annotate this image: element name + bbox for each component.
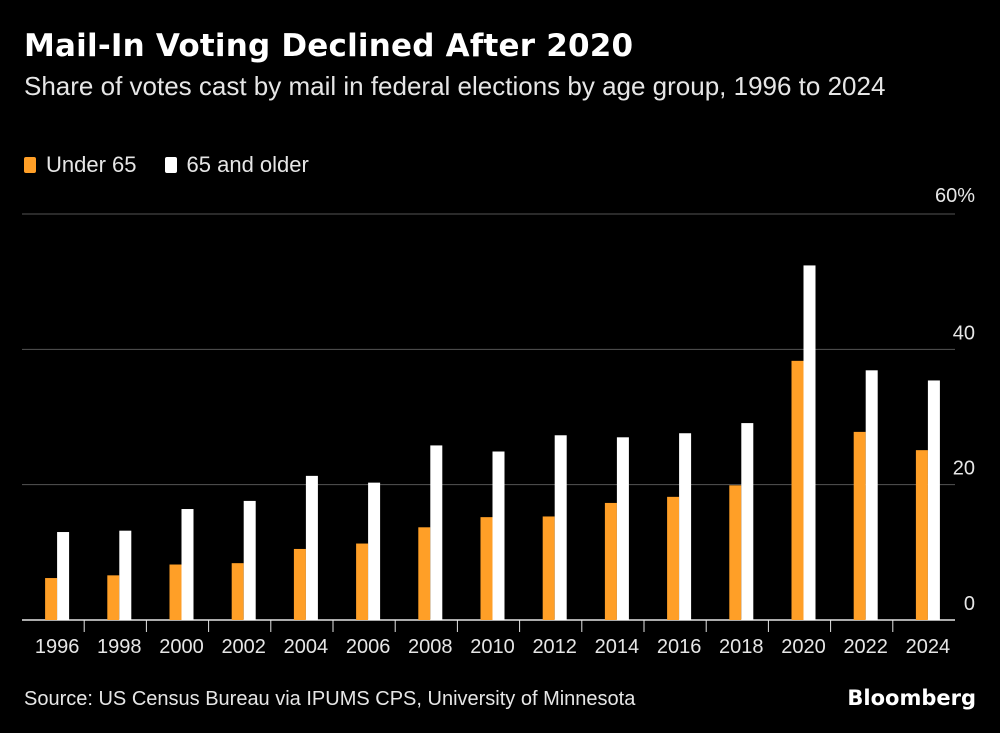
- x-tick-label-2016: 2016: [657, 636, 702, 658]
- legend-item-under-65: Under 65: [24, 152, 137, 178]
- bar-65-and-older-2004: [305, 475, 318, 620]
- bar-under-65-2022: [853, 431, 866, 620]
- bar-65-and-older-2002: [243, 500, 256, 620]
- y-tick-label-0: 0: [964, 593, 975, 615]
- x-tick-label-1998: 1998: [97, 636, 142, 658]
- bar-under-65-2008: [418, 527, 431, 620]
- x-tick-label-2010: 2010: [470, 636, 515, 658]
- bar-under-65-2024: [915, 450, 928, 620]
- x-tick-label-2006: 2006: [346, 636, 391, 658]
- bar-under-65-2002: [231, 563, 244, 620]
- bar-under-65-2020: [791, 360, 804, 620]
- bar-65-and-older-2020: [803, 265, 816, 620]
- bar-under-65-1998: [107, 575, 120, 620]
- bar-65-and-older-2024: [927, 380, 940, 620]
- bloomberg-logo: Bloomberg: [847, 686, 976, 710]
- bar-65-and-older-2014: [616, 437, 629, 620]
- bar-under-65-2010: [480, 517, 493, 620]
- legend-label-65-and-older: 65 and older: [186, 152, 309, 177]
- bar-65-and-older-1996: [57, 532, 70, 620]
- x-tick-label-2000: 2000: [159, 636, 204, 658]
- x-tick-label-2022: 2022: [843, 636, 888, 658]
- legend-item-65-and-older: 65 and older: [164, 152, 309, 178]
- x-tick-label-2008: 2008: [408, 636, 453, 658]
- x-tick-label-2004: 2004: [284, 636, 329, 658]
- bar-under-65-2000: [169, 564, 182, 620]
- bar-under-65-1996: [45, 578, 58, 620]
- y-tick-label-40: 40: [953, 322, 975, 344]
- legend-label-under-65: Under 65: [46, 152, 137, 177]
- x-tick-label-1996: 1996: [35, 636, 80, 658]
- x-tick-label-2014: 2014: [595, 636, 640, 658]
- source-note: Source: US Census Bureau via IPUMS CPS, …: [24, 688, 636, 710]
- legend-swatch-under-65: [24, 157, 36, 173]
- bar-under-65-2004: [293, 548, 306, 620]
- bar-65-and-older-2022: [865, 370, 878, 620]
- y-tick-label-60: 60%: [935, 185, 975, 207]
- bar-under-65-2012: [542, 516, 555, 620]
- bar-65-and-older-2018: [741, 423, 754, 620]
- bar-65-and-older-2016: [679, 433, 692, 620]
- x-tick-label-2024: 2024: [906, 636, 951, 658]
- chart-subtitle: Share of votes cast by mail in federal e…: [24, 71, 886, 101]
- bar-65-and-older-2000: [181, 509, 194, 620]
- bar-65-and-older-1998: [119, 530, 132, 620]
- bar-65-and-older-2006: [368, 482, 381, 620]
- x-tick-label-2018: 2018: [719, 636, 764, 658]
- bar-65-and-older-2008: [430, 445, 443, 620]
- x-tick-label-2002: 2002: [221, 636, 266, 658]
- x-tick-label-2020: 2020: [781, 636, 826, 658]
- bar-under-65-2018: [729, 485, 742, 620]
- bar-under-65-2014: [604, 502, 617, 620]
- x-tick-label-2012: 2012: [532, 636, 577, 658]
- bar-65-and-older-2010: [492, 451, 505, 620]
- chart-title: Mail-In Voting Declined After 2020: [24, 28, 634, 64]
- bar-65-and-older-2012: [554, 435, 567, 620]
- y-tick-label-20: 20: [953, 458, 975, 480]
- bar-under-65-2006: [356, 543, 369, 620]
- legend-swatch-65-and-older: [164, 157, 177, 173]
- bar-under-65-2016: [667, 496, 680, 620]
- legend: Under 65 65 and older: [24, 152, 337, 178]
